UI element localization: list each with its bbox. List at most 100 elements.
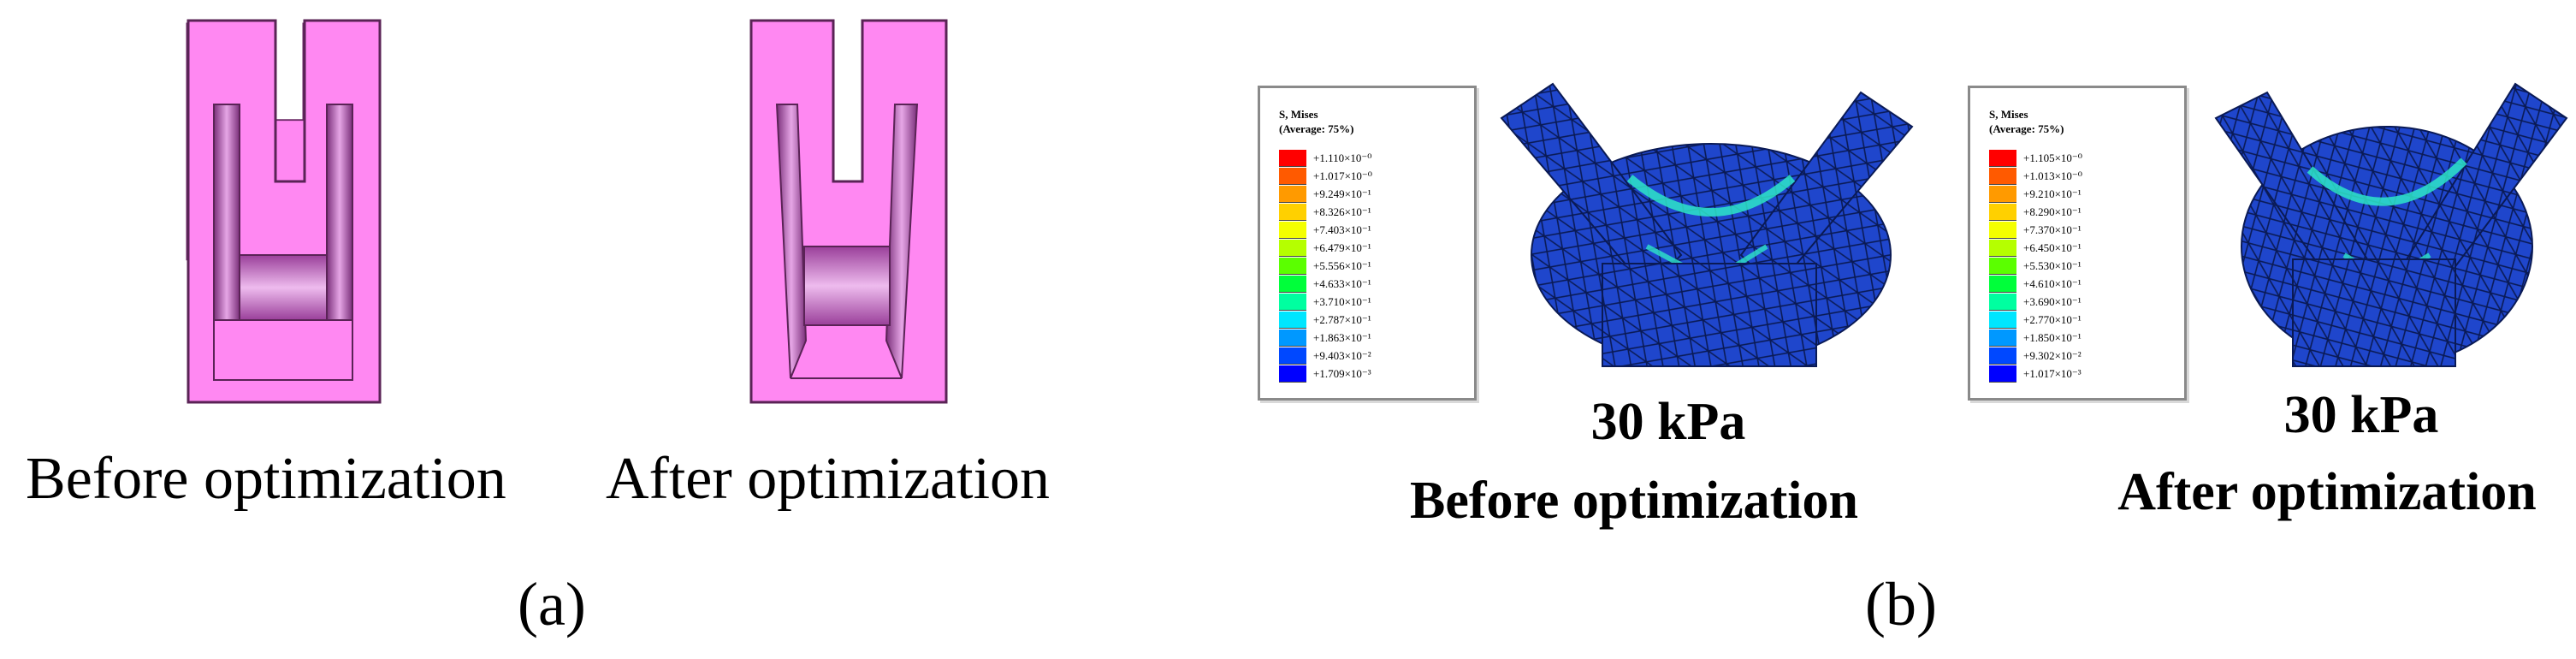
actuator-before-right-wall [326,104,353,336]
stress-legend-after: S, Mises (Average: 75%) +1.105×10⁻⁰ +1.01… [1968,86,2187,401]
legend-swatch [1989,240,2016,257]
legend-value: +1.017×10⁻⁰ [1313,169,1372,182]
legend-row: +3.690×10⁻¹ [1989,294,2082,311]
legend-row: +1.709×10⁻³ [1279,365,1371,383]
legend-value: +7.403×10⁻¹ [1313,223,1371,236]
legend-swatch [1989,168,2016,185]
legend-swatch [1279,168,1306,185]
legend-value: +2.787×10⁻¹ [1313,313,1371,326]
legend-value: +8.326×10⁻¹ [1313,205,1371,218]
legend-swatch [1279,222,1306,239]
legend-swatch [1989,150,2016,167]
caption-after-optimization-b: After optimization [2117,463,2537,521]
legend-swatch [1279,347,1306,365]
legend-row: +4.610×10⁻¹ [1989,276,2082,293]
legend-row: +1.850×10⁻¹ [1989,330,2082,347]
legend-swatch [1279,312,1306,329]
legend-value: +5.556×10⁻¹ [1313,259,1371,272]
legend-row: +5.556×10⁻¹ [1279,258,1371,275]
panel-label-a: (a) [518,570,586,638]
fem-mesh-after [2214,82,2568,367]
actuator-after-chamber-membrane [803,246,891,326]
legend-swatch [1279,240,1306,257]
legend-title-line-2: (Average: 75%) [1279,122,1354,135]
legend-swatch [1989,204,2016,221]
legend-swatch [1279,186,1306,203]
actuator-before-chamber-membrane [239,254,328,321]
legend-row: +8.290×10⁻¹ [1989,204,2082,221]
legend-swatch [1989,222,2016,239]
legend-value: +9.403×10⁻² [1313,349,1371,362]
actuator-after-body [749,19,948,404]
mesh-left-arm-before [1500,82,1683,291]
legend-row: +5.530×10⁻¹ [1989,258,2082,275]
legend-swatch [1989,276,2016,293]
mesh-stress-band-after [2307,157,2467,206]
legend-swatch [1989,294,2016,311]
actuator-after [749,19,948,404]
legend-value: +7.370×10⁻¹ [2023,223,2082,236]
legend-value: +6.450×10⁻¹ [2023,241,2082,254]
legend-value: +4.633×10⁻¹ [1313,277,1371,290]
legend-value: +3.710×10⁻¹ [1313,295,1371,308]
legend-row: +4.633×10⁻¹ [1279,276,1371,293]
legend-swatch [1279,150,1306,167]
legend-row: +7.370×10⁻¹ [1989,222,2082,239]
legend-value: +1.863×10⁻¹ [1313,331,1371,344]
pressure-label-after: 30 kPa [2283,386,2439,444]
legend-swatch [1989,347,2016,365]
legend-value: +4.610×10⁻¹ [2023,277,2082,290]
legend-row: +2.770×10⁻¹ [1989,312,2082,329]
actuator-before-base-plate [213,319,353,381]
legend-swatch [1279,365,1306,383]
legend-value: +1.709×10⁻³ [1313,367,1371,380]
legend-row: +6.479×10⁻¹ [1279,240,1371,257]
legend-swatch [1989,330,2016,347]
legend-value: +6.479×10⁻¹ [1313,241,1371,254]
legend-row: +1.105×10⁻⁰ [1989,150,2082,167]
caption-before-optimization-b: Before optimization [1409,472,1859,530]
legend-row: +1.017×10⁻³ [1989,365,2082,383]
legend-swatch [1279,276,1306,293]
legend-row: +1.863×10⁻¹ [1279,330,1371,347]
legend-value: +1.017×10⁻³ [2023,367,2082,380]
legend-value: +1.105×10⁻⁰ [2023,151,2082,164]
mesh-stress-band-before [1626,175,1796,217]
legend-swatch [1989,365,2016,383]
legend-swatch [1279,330,1306,347]
legend-row: +1.110×10⁻⁰ [1279,150,1372,167]
legend-row: +9.302×10⁻² [1989,347,2082,365]
legend-swatch [1279,258,1306,275]
legend-value: +5.530×10⁻¹ [2023,259,2082,272]
legend-value: +9.302×10⁻² [2023,349,2082,362]
actuator-before-left-wall [213,104,240,336]
legend-row: +2.787×10⁻¹ [1279,312,1371,329]
legend-row: +6.450×10⁻¹ [1989,240,2082,257]
legend-row: +1.013×10⁻⁰ [1989,168,2082,185]
legend-row: +8.326×10⁻¹ [1279,204,1371,221]
legend-value: +1.013×10⁻⁰ [2023,169,2082,182]
legend-swatch [1279,294,1306,311]
panel-label-b: (b) [1865,570,1937,638]
caption-after-optimization-a: After optimization [606,446,1051,512]
legend-value: +1.110×10⁻⁰ [1313,151,1372,164]
legend-row: +3.710×10⁻¹ [1279,294,1371,311]
legend-row: +7.403×10⁻¹ [1279,222,1371,239]
legend-title-before: S, Mises (Average: 75%) [1279,107,1353,136]
legend-swatch [1989,186,2016,203]
pressure-label-before: 30 kPa [1590,393,1746,451]
legend-row: +9.403×10⁻² [1279,347,1371,365]
legend-value: +2.770×10⁻¹ [2023,313,2082,326]
mesh-base-before [1602,263,1817,367]
legend-value: +3.690×10⁻¹ [2023,295,2082,308]
legend-title-after: S, Mises (Average: 75%) [1989,107,2064,136]
legend-value: +9.210×10⁻¹ [2023,187,2082,200]
legend-row: +9.210×10⁻¹ [1989,186,2082,203]
actuator-before [187,19,382,404]
legend-swatch [1279,204,1306,221]
legend-value: +8.290×10⁻¹ [2023,205,2082,218]
legend-title-line-1: S, Mises [1279,108,1318,121]
legend-value: +1.850×10⁻¹ [2023,331,2082,344]
mesh-base-after [2292,258,2456,367]
legend-row: +9.249×10⁻¹ [1279,186,1371,203]
